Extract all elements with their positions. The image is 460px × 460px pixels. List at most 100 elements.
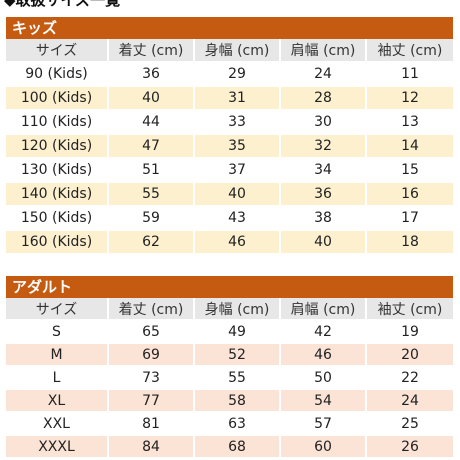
- table-cell-length: 62: [109, 231, 195, 255]
- table-row: 150 (Kids) 59 43 38 17: [6, 207, 453, 231]
- table-cell-sleeve-length: 20: [367, 344, 453, 367]
- kids-col-header-sleeve-length: 袖丈 (cm): [367, 39, 453, 63]
- kids-size-section: キッズ サイズ 着丈 (cm) 身幅 (cm) 肩幅 (cm) 袖丈 (cm) 90 (…: [6, 17, 453, 255]
- table-cell-length: 69: [109, 344, 195, 367]
- table-cell-size: M: [6, 344, 109, 367]
- table-cell-size: S: [6, 321, 109, 344]
- kids-header-row: サイズ 着丈 (cm) 身幅 (cm) 肩幅 (cm) 袖丈 (cm): [6, 39, 453, 63]
- table-row: XXXL 84 68 60 26: [6, 436, 453, 459]
- table-cell-size: 90 (Kids): [6, 63, 109, 87]
- adult-size-table: サイズ 着丈 (cm) 身幅 (cm) 肩幅 (cm) 袖丈 (cm) S 65 49 42 1…: [6, 298, 453, 459]
- table-cell-shoulder-width: 42: [281, 321, 367, 344]
- table-cell-sleeve-length: 26: [367, 436, 453, 459]
- table-row: 140 (Kids) 55 40 36 16: [6, 183, 453, 207]
- table-cell-size: 120 (Kids): [6, 135, 109, 159]
- table-row: M 69 52 46 20: [6, 344, 453, 367]
- table-cell-shoulder-width: 32: [281, 135, 367, 159]
- table-row: 120 (Kids) 47 35 32 14: [6, 135, 453, 159]
- table-cell-shoulder-width: 57: [281, 413, 367, 436]
- table-row: XXL 81 63 57 25: [6, 413, 453, 436]
- table-row: 130 (Kids) 51 37 34 15: [6, 159, 453, 183]
- table-cell-shoulder-width: 54: [281, 390, 367, 413]
- table-cell-sleeve-length: 18: [367, 231, 453, 255]
- kids-col-header-body-width: 身幅 (cm): [195, 39, 281, 63]
- table-cell-sleeve-length: 25: [367, 413, 453, 436]
- table-cell-body-width: 49: [195, 321, 281, 344]
- table-row: S 65 49 42 19: [6, 321, 453, 344]
- table-cell-shoulder-width: 36: [281, 183, 367, 207]
- table-cell-length: 40: [109, 87, 195, 111]
- table-row: XL 77 58 54 24: [6, 390, 453, 413]
- table-cell-size: XXL: [6, 413, 109, 436]
- table-cell-size: 140 (Kids): [6, 183, 109, 207]
- kids-col-header-shoulder-width: 肩幅 (cm): [281, 39, 367, 63]
- table-cell-sleeve-length: 22: [367, 367, 453, 390]
- adult-col-header-body-width: 身幅 (cm): [195, 298, 281, 321]
- table-row: 100 (Kids) 40 31 28 12: [6, 87, 453, 111]
- table-cell-sleeve-length: 24: [367, 390, 453, 413]
- table-cell-shoulder-width: 28: [281, 87, 367, 111]
- adult-col-header-sleeve-length: 袖丈 (cm): [367, 298, 453, 321]
- adult-section-header: アダルト: [6, 276, 453, 298]
- table-cell-length: 51: [109, 159, 195, 183]
- table-cell-size: 100 (Kids): [6, 87, 109, 111]
- table-cell-length: 77: [109, 390, 195, 413]
- table-row: 160 (Kids) 62 46 40 18: [6, 231, 453, 255]
- table-cell-body-width: 43: [195, 207, 281, 231]
- table-row: L 73 55 50 22: [6, 367, 453, 390]
- table-cell-size: 110 (Kids): [6, 111, 109, 135]
- table-cell-shoulder-width: 50: [281, 367, 367, 390]
- table-cell-body-width: 37: [195, 159, 281, 183]
- table-cell-shoulder-width: 46: [281, 344, 367, 367]
- adult-size-section: アダルト サイズ 着丈 (cm) 身幅 (cm) 肩幅 (cm) 袖丈 (cm) S 65…: [6, 276, 453, 459]
- table-cell-length: 44: [109, 111, 195, 135]
- table-cell-sleeve-length: 11: [367, 63, 453, 87]
- table-cell-length: 36: [109, 63, 195, 87]
- table-cell-body-width: 58: [195, 390, 281, 413]
- kids-section-header: キッズ: [6, 17, 453, 39]
- table-cell-shoulder-width: 30: [281, 111, 367, 135]
- table-cell-length: 47: [109, 135, 195, 159]
- table-cell-shoulder-width: 24: [281, 63, 367, 87]
- table-cell-size: 150 (Kids): [6, 207, 109, 231]
- table-cell-length: 81: [109, 413, 195, 436]
- kids-col-header-length: 着丈 (cm): [109, 39, 195, 63]
- adult-header-row: サイズ 着丈 (cm) 身幅 (cm) 肩幅 (cm) 袖丈 (cm): [6, 298, 453, 321]
- table-cell-sleeve-length: 13: [367, 111, 453, 135]
- table-cell-body-width: 55: [195, 367, 281, 390]
- table-cell-body-width: 31: [195, 87, 281, 111]
- table-cell-size: L: [6, 367, 109, 390]
- table-cell-body-width: 35: [195, 135, 281, 159]
- table-cell-body-width: 63: [195, 413, 281, 436]
- table-cell-body-width: 29: [195, 63, 281, 87]
- table-cell-sleeve-length: 19: [367, 321, 453, 344]
- adult-col-header-length: 着丈 (cm): [109, 298, 195, 321]
- table-cell-shoulder-width: 40: [281, 231, 367, 255]
- table-cell-sleeve-length: 16: [367, 183, 453, 207]
- table-cell-size: XXXL: [6, 436, 109, 459]
- table-row: 110 (Kids) 44 33 30 13: [6, 111, 453, 135]
- table-cell-sleeve-length: 14: [367, 135, 453, 159]
- kids-col-header-size: サイズ: [6, 39, 109, 63]
- table-cell-size: XL: [6, 390, 109, 413]
- table-cell-size: 130 (Kids): [6, 159, 109, 183]
- table-cell-body-width: 46: [195, 231, 281, 255]
- table-cell-shoulder-width: 34: [281, 159, 367, 183]
- adult-col-header-size: サイズ: [6, 298, 109, 321]
- kids-size-table: サイズ 着丈 (cm) 身幅 (cm) 肩幅 (cm) 袖丈 (cm) 90 (Kids…: [6, 39, 453, 255]
- table-cell-body-width: 33: [195, 111, 281, 135]
- adult-col-header-shoulder-width: 肩幅 (cm): [281, 298, 367, 321]
- table-cell-length: 55: [109, 183, 195, 207]
- table-cell-sleeve-length: 15: [367, 159, 453, 183]
- adult-table-body: S 65 49 42 19 M 69 52 46 20 L 73 55 50 22 XL 77 58 54 24 XXL…: [6, 321, 453, 459]
- table-cell-sleeve-length: 12: [367, 87, 453, 111]
- table-cell-length: 73: [109, 367, 195, 390]
- table-cell-size: 160 (Kids): [6, 231, 109, 255]
- table-cell-length: 84: [109, 436, 195, 459]
- table-cell-shoulder-width: 38: [281, 207, 367, 231]
- table-cell-sleeve-length: 17: [367, 207, 453, 231]
- table-cell-length: 65: [109, 321, 195, 344]
- table-row: 90 (Kids) 36 29 24 11: [6, 63, 453, 87]
- table-cell-length: 59: [109, 207, 195, 231]
- kids-table-body: 90 (Kids) 36 29 24 11 100 (Kids) 40 31 28 12 110 (…: [6, 63, 453, 255]
